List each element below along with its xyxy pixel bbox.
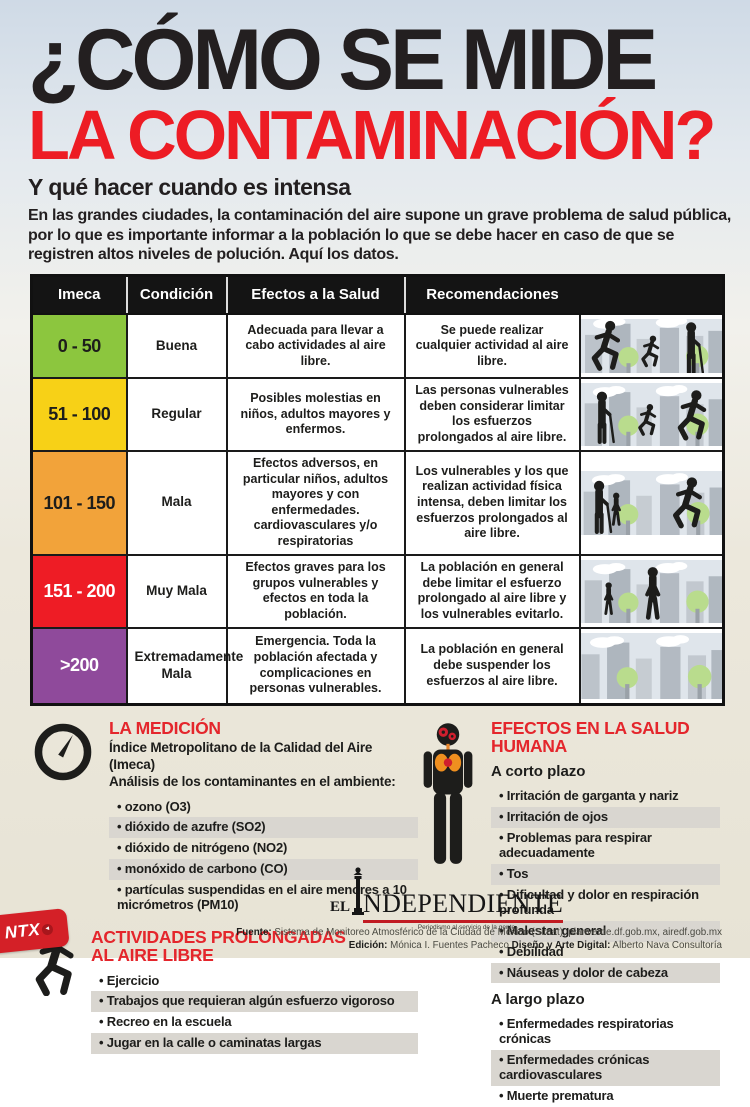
health-effects-cell: Emergencia. Toda la población afectada y… <box>225 626 406 706</box>
list-item: Irritación de ojos <box>491 807 720 828</box>
list-item: Muerte prematura <box>491 1086 720 1107</box>
infographic-page: ¿CÓMO SE MIDE LA CONTAMINACIÓN? Y qué ha… <box>0 0 750 958</box>
list-item: Recreo en la escuela <box>91 1012 418 1033</box>
list-item: Enfermedades respiratorias crónicas <box>491 1014 720 1050</box>
section-medicion: LA MEDICIÓN Índice Metropolitano de la C… <box>30 719 418 916</box>
efectos-title: EFECTOS EN LA SALUD HUMANA <box>491 717 690 756</box>
table-header-row: Imeca Condición Efectos a la Salud Recom… <box>31 275 724 315</box>
list-item: dióxido de azufre (SO2) <box>109 817 418 839</box>
page-title-line2: LA CONTAMINACIÓN? <box>28 95 716 174</box>
col-header-condicion: Condición <box>125 275 227 315</box>
recommendations-cell: La población en general debe suspender l… <box>403 626 581 706</box>
medicion-content: LA MEDICIÓN Índice Metropolitano de la C… <box>109 719 418 916</box>
health-effects-cell: Adecuada para llevar a cabo actividades … <box>225 312 406 379</box>
medicion-line2: Análisis de los contaminantes en el ambi… <box>109 773 396 789</box>
logo-tagline: Periodismo al servicio de la gente <box>417 924 515 931</box>
ntx-text: NTX <box>3 919 42 943</box>
condition-cell: Extremadamente Mala <box>125 626 243 706</box>
long-term-label: A largo plazo <box>491 991 585 1009</box>
list-item: Enfermedades crónicas cardiovasculares <box>491 1050 720 1087</box>
col-header-efectos: Efectos a la Salud <box>225 275 405 315</box>
design-value: Alberto Nava Consultoría <box>612 940 722 952</box>
imeca-range-cell: 151 - 200 <box>30 553 128 629</box>
pollutants-list: ozono (O3) dióxido de azufre (SO2) dióxi… <box>109 797 418 917</box>
activities-list: Ejercicio Trabajos que requieran algún e… <box>91 971 418 1055</box>
list-item: dióxido de nitrógeno (NO2) <box>109 838 418 859</box>
col-header-scene <box>579 275 724 315</box>
health-effects-cell: Posibles molestias en niños, adultos may… <box>225 376 406 452</box>
city-runner-child-elder-active-icon <box>578 312 725 379</box>
el-independiente-logo: EL NDEPENDIENTE Periodismo al servicio d… <box>330 866 564 931</box>
source-value: Sistema de Monitoreo Atmosférico de la C… <box>274 927 722 938</box>
table-row: 151 - 200 Muy Mala Efectos graves para l… <box>30 553 725 629</box>
page-subtitle: Y qué hacer cuando es intensa <box>28 174 351 201</box>
list-item: Irritación de garganta y nariz <box>491 786 720 807</box>
col-header-imeca: Imeca <box>31 275 127 315</box>
edition-label: Edición: <box>348 940 388 952</box>
header: ¿CÓMO SE MIDE LA CONTAMINACIÓN? Y qué ha… <box>0 0 750 265</box>
health-effects-cell: Efectos graves para los grupos vulnerabl… <box>225 553 406 629</box>
city-child-adult-walking-icon <box>578 553 725 629</box>
gauge-icon <box>30 719 96 916</box>
medicion-desc: Índice Metropolitano de la Calidad del A… <box>109 740 418 791</box>
imeca-range-cell: >200 <box>30 626 128 706</box>
table-row: 0 - 50 Buena Adecuada para llevar a cabo… <box>30 312 725 379</box>
page-title-line1: ¿CÓMO SE MIDE <box>28 12 658 108</box>
source-line: Fuente: Sistema de Monitoreo Atmosférico… <box>236 926 722 939</box>
short-term-list: Irritación de garganta y nariz Irritació… <box>491 786 720 984</box>
design-label: Diseño y Arte Digital: <box>511 940 611 952</box>
human-body-lungs-icon <box>418 719 478 1107</box>
source-label: Fuente: <box>236 927 272 938</box>
list-item: Náuseas y dolor de cabeza <box>491 962 720 984</box>
medicion-title: LA MEDICIÓN <box>109 717 221 738</box>
table-row: >200 Extremadamente Mala Emergencia. Tod… <box>30 626 725 706</box>
credits: Fuente: Sistema de Monitoreo Atmosférico… <box>236 926 722 952</box>
independence-column-icon <box>351 866 365 923</box>
ntx-dot-icon: ◄ <box>41 922 54 936</box>
long-term-list: Enfermedades respiratorias crónicas Enfe… <box>491 1014 720 1107</box>
col-header-recomendaciones: Recomendaciones <box>403 275 580 315</box>
edition-value: Mónica I. Fuentes Pacheco <box>390 940 509 952</box>
city-elder-child-standing-runner-icon <box>578 449 725 556</box>
table-row: 51 - 100 Regular Posibles molestias en n… <box>30 376 725 452</box>
list-item: Malestar general <box>491 920 720 942</box>
condition-cell: Buena <box>125 312 228 379</box>
list-item: ozono (O3) <box>109 797 418 818</box>
intro-paragraph: En las grandes ciudades, la contaminació… <box>28 207 731 264</box>
list-item: monóxido de carbono (CO) <box>109 859 418 881</box>
condition-cell: Regular <box>125 376 228 452</box>
list-item: Dificultad y dolor en respiración profun… <box>491 885 720 921</box>
list-item: Trabajos que requieran algún esfuerzo vi… <box>91 991 418 1013</box>
list-item: Tos <box>491 863 720 885</box>
list-item: Debilidad <box>491 942 720 963</box>
recommendations-cell: Las personas vulnerables deben considera… <box>403 376 581 452</box>
city-empty-icon <box>578 626 725 706</box>
imeca-table: Imeca Condición Efectos a la Salud Recom… <box>30 273 725 706</box>
short-term-label: A corto plazo <box>491 763 586 781</box>
recommendations-cell: Los vulnerables y los que realizan activ… <box>403 449 581 556</box>
list-item: partículas suspendidas en el aire menore… <box>109 880 418 916</box>
condition-cell: Muy Mala <box>125 553 228 629</box>
condition-cell: Mala <box>125 449 228 556</box>
imeca-range-cell: 0 - 50 <box>30 312 128 379</box>
recommendations-cell: Se puede realizar cualquier actividad al… <box>403 312 581 379</box>
list-item: Problemas para respirar adecuadamente <box>491 828 720 864</box>
table-row: 101 - 150 Mala Efectos adversos, en part… <box>30 449 725 556</box>
imeca-range-cell: 101 - 150 <box>30 449 128 556</box>
logo-name-text: NDEPENDIENTE <box>363 889 564 923</box>
city-elder-resting-child-runner-icon <box>578 376 725 452</box>
logo-el-text: EL <box>330 899 351 915</box>
list-item: Ejercicio <box>91 971 418 992</box>
health-effects-cell: Efectos adversos, en particular niños, a… <box>225 449 406 556</box>
list-item: Jugar en la calle o caminatas largas <box>91 1033 418 1055</box>
edition-line: Edición: Mónica I. Fuentes Pacheco Diseñ… <box>236 939 722 952</box>
medicion-line1: Índice Metropolitano de la Calidad del A… <box>109 739 373 772</box>
imeca-range-cell: 51 - 100 <box>30 376 128 452</box>
recommendations-cell: La población en general debe limitar el … <box>403 553 581 629</box>
